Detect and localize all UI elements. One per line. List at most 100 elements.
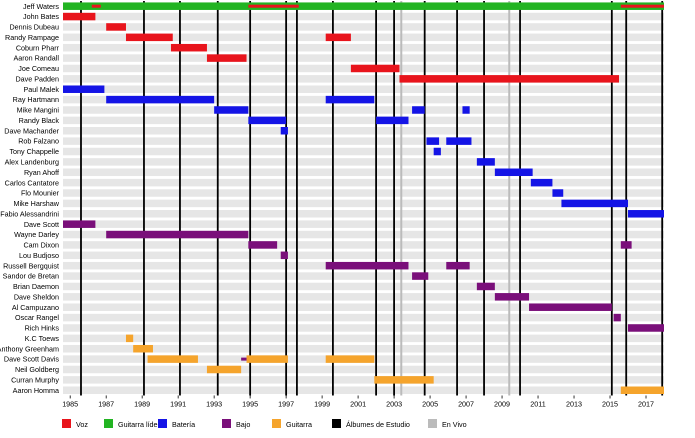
- x-tick-label: 1999: [314, 399, 330, 408]
- legend-swatch-en-vivo: [428, 419, 437, 428]
- x-tick-label: 2009: [494, 399, 510, 408]
- x-tick-label: 2003: [386, 399, 402, 408]
- row-band: [63, 241, 664, 249]
- bar-aaron-homma-guitarra: [620, 386, 664, 394]
- member-name-tony-chappelle: Tony Chappelle: [9, 147, 59, 156]
- bar-cam-dixon-bajo: [620, 241, 632, 249]
- row-band: [63, 282, 664, 291]
- member-name-alex-landenburg: Alex Landenburg: [5, 157, 59, 166]
- row-band: [63, 272, 664, 280]
- member-name-mike-mangini: Mike Mangini: [17, 106, 60, 115]
- legend-label-guitarra: Guitarra: [286, 420, 312, 429]
- x-tick-label: 2017: [638, 399, 654, 408]
- bar-john-bates-voz: [63, 12, 96, 21]
- x-tick-label: 1989: [134, 399, 150, 408]
- legend-swatch-albumes: [332, 419, 341, 428]
- row-band: [63, 33, 664, 42]
- x-axis: 1985 1987 1989 1991 1993 1995 1997 1999 2001 2003…: [62, 395, 654, 408]
- legend-swatch-guitarra-lider: [104, 419, 113, 428]
- x-tick-label: 2007: [458, 399, 474, 408]
- row-band: [63, 137, 664, 145]
- row-band: [63, 12, 664, 21]
- bar-coburn-pharr-voz: [170, 43, 207, 52]
- bar-mike-mangini-bateria: [462, 106, 470, 114]
- member-name-rob-falzano: Rob Falzano: [18, 137, 59, 146]
- bar-rob-falzano-bateria: [446, 137, 472, 145]
- bar-mike-mangini-bateria: [412, 106, 425, 114]
- membership-bars: [63, 2, 664, 394]
- bar-cam-dixon-bajo: [248, 241, 278, 249]
- bar-aaron-randall-voz: [206, 54, 247, 62]
- x-tick-label: 1997: [278, 399, 294, 408]
- bar-mike-harshaw-bateria: [561, 199, 629, 208]
- row-band: [63, 210, 664, 218]
- member-name-russell-bergquist: Russell Bergquist: [3, 261, 59, 270]
- bar-randy-rampage-voz: [125, 33, 173, 42]
- bar-neil-goldberg-guitarra: [206, 365, 242, 374]
- member-name-lou-budjoso: Lou Budjoso: [19, 251, 59, 260]
- member-name-curran-murphy: Curran Murphy: [11, 375, 59, 384]
- legend-swatch-voz: [62, 419, 71, 428]
- row-band: [63, 324, 664, 332]
- row-band: [63, 189, 664, 197]
- row-band: [63, 303, 664, 311]
- member-name-paul-malek: Paul Malek: [23, 85, 59, 94]
- member-name-anthony-greenham: Anthony Greenham: [0, 344, 59, 353]
- x-tick-label: 2011: [530, 399, 545, 408]
- bar-lou-budjoso-bajo: [280, 251, 288, 260]
- row-band: [63, 334, 664, 343]
- bar-rich-hinks-bajo: [628, 324, 664, 332]
- legend-label-en-vivo: En Vivo: [442, 420, 467, 429]
- row-band: [63, 147, 664, 156]
- x-tick-label: 1993: [206, 399, 222, 408]
- member-name-mike-harshaw: Mike Harshaw: [13, 199, 59, 208]
- row-band: [63, 199, 664, 208]
- bar-randy-black-bateria: [248, 116, 287, 125]
- row-band: [63, 23, 664, 31]
- row-band: [63, 386, 664, 394]
- legend-label-voz: Voz: [76, 420, 88, 429]
- bar-dave-scott-davis-guitarra: [147, 355, 198, 363]
- x-tick-label: 1995: [242, 399, 258, 408]
- legend-swatch-bajo: [222, 419, 231, 428]
- overlay-jeff-waters-voz: [248, 4, 299, 8]
- member-name-dennis-dubeau: Dennis Dubeau: [9, 23, 59, 32]
- bar-rob-falzano-bateria: [426, 137, 440, 145]
- member-name-oscar-rangel: Oscar Rangel: [15, 313, 59, 322]
- bar-dave-sheldon-bajo: [494, 293, 530, 301]
- member-name-dave-machander: Dave Machander: [4, 126, 59, 135]
- bar-ryan-ahoff-bateria: [494, 168, 533, 177]
- member-name-randy-rampage: Randy Rampage: [5, 33, 59, 42]
- bar-tony-chappelle-bateria: [433, 147, 441, 156]
- member-name-rich-hinks: Rich Hinks: [25, 324, 60, 333]
- member-name-al-campuzano: Al Campuzano: [12, 303, 59, 312]
- member-name-carlos-cantatore: Carlos Cantatore: [5, 178, 59, 187]
- bar-dave-scott-davis-guitarra: [246, 355, 288, 363]
- overlay-jeff-waters-voz: [91, 4, 101, 8]
- member-name-neil-goldberg: Neil Goldberg: [15, 365, 59, 374]
- legend-label-bateria: Batería: [172, 420, 195, 429]
- member-name-randy-black: Randy Black: [19, 116, 60, 125]
- row-band: [63, 344, 664, 353]
- bar-randy-black-bateria: [376, 116, 409, 125]
- legend-swatch-guitarra: [272, 419, 281, 428]
- x-tick-label: 2005: [422, 399, 438, 408]
- bar-fabio-alessandrini-bateria: [628, 210, 664, 218]
- bar-joe-comeau-voz: [350, 64, 400, 73]
- row-band: [63, 116, 664, 125]
- member-name-john-bates: John Bates: [23, 12, 59, 21]
- album-lines: [80, 1, 664, 396]
- bar-dave-machander-bateria: [280, 127, 288, 135]
- row-band: [63, 376, 664, 384]
- row-band: [63, 127, 664, 135]
- bar-oscar-rangel-bajo: [613, 313, 621, 322]
- member-name-cam-dixon: Cam Dixon: [23, 241, 59, 250]
- row-band: [63, 293, 664, 301]
- x-tick-label: 1991: [170, 399, 186, 408]
- member-name-wayne-darley: Wayne Darley: [14, 230, 59, 239]
- member-name-dave-sheldon: Dave Sheldon: [14, 292, 59, 301]
- row-band: [63, 365, 664, 374]
